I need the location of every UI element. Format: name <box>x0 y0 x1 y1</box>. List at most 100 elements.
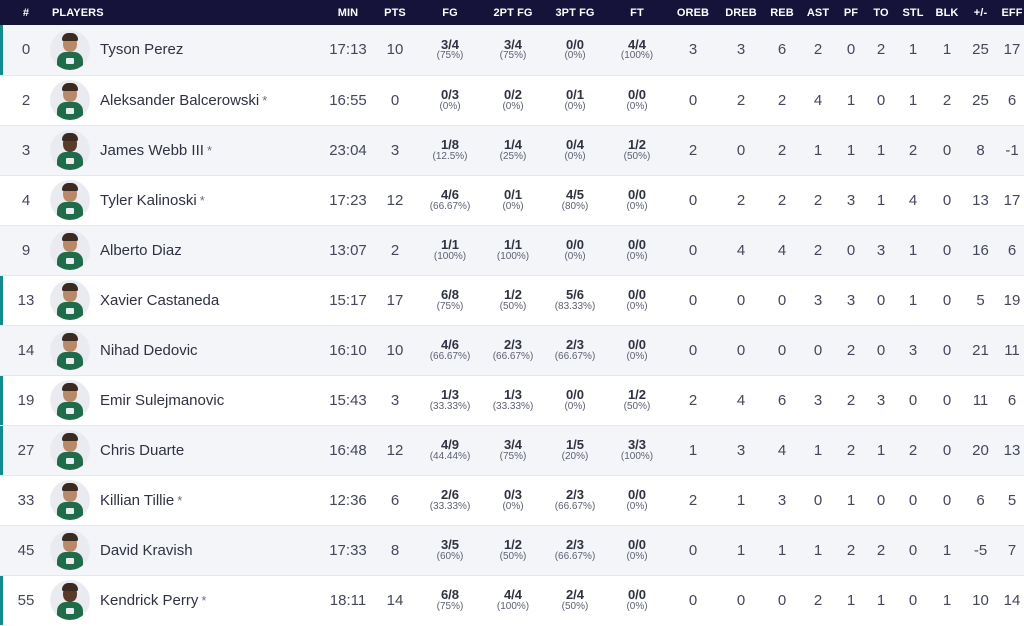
player-cell[interactable]: Nihad Dedovic <box>50 325 324 376</box>
player-name-link[interactable]: Alberto Diaz <box>100 242 185 259</box>
player-cell[interactable]: Xavier Castaneda <box>50 275 324 326</box>
col-header-fg2[interactable]: 2PT FG <box>493 6 533 19</box>
fg2-pct: (66.67%) <box>492 350 534 362</box>
col-header-oreb[interactable]: OREB <box>676 6 710 19</box>
player-avatar <box>50 480 90 520</box>
fg2-pct: (0%) <box>502 500 524 512</box>
oreb: 0 <box>668 225 718 276</box>
jersey-number-cell: 13 <box>0 275 52 326</box>
ft-pct: (0%) <box>626 300 648 312</box>
col-header-players[interactable]: PLAYERS <box>52 6 104 19</box>
fg2-pct: (25%) <box>499 150 527 162</box>
player-cell[interactable]: Tyler Kalinoski * <box>50 175 324 226</box>
col-header-dreb[interactable]: DREB <box>725 6 757 19</box>
fg3-cell: 2/3 (66.67%) <box>544 325 606 376</box>
player-cell[interactable]: Chris Duarte <box>50 425 324 476</box>
eff: 19 <box>997 275 1024 326</box>
minutes: 12:36 <box>324 475 372 526</box>
ft-pct: (0%) <box>626 200 648 212</box>
player-cell[interactable]: Tyson Perez <box>50 25 324 76</box>
jersey-number: 55 <box>17 591 35 609</box>
player-name-link[interactable]: Emir Sulejmanovic <box>100 392 227 409</box>
player-row[interactable]: 2 Aleksander Balcerowski * 16:55 0 0/3 (0%… <box>0 75 1024 126</box>
minutes: 15:43 <box>324 375 372 426</box>
player-name-link[interactable]: Killian Tillie * <box>100 492 182 509</box>
asterisk-mark: * <box>177 492 183 508</box>
player-cell[interactable]: Aleksander Balcerowski * <box>50 75 324 126</box>
jersey-number: 27 <box>17 441 35 459</box>
fg3-pct: (80%) <box>561 200 589 212</box>
player-name-link[interactable]: David Kravish <box>100 542 196 559</box>
player-name-link[interactable]: Kendrick Perry * <box>100 592 206 609</box>
col-header-ft[interactable]: FT <box>630 6 644 19</box>
player-row[interactable]: 9 Alberto Diaz 13:07 2 1/1 (100%) 1/1 (100… <box>0 225 1024 276</box>
pf: 2 <box>836 375 866 426</box>
fg3-made: 0/1 <box>565 86 585 102</box>
fg3-pct: (20%) <box>561 450 589 462</box>
fg2-pct: (75%) <box>499 450 527 462</box>
minutes: 17:13 <box>324 25 372 76</box>
asterisk-mark: * <box>199 192 205 208</box>
player-row[interactable]: 27 Chris Duarte 16:48 12 4/9 (44.44%) 3/4… <box>0 425 1024 476</box>
player-row[interactable]: 45 David Kravish 17:33 8 3/5 (60%) 1/2 (50… <box>0 525 1024 576</box>
player-row[interactable]: 55 Kendrick Perry * 18:11 14 6/8 (75%) 4/4… <box>0 575 1024 625</box>
fg-pct: (12.5%) <box>432 150 468 162</box>
oreb: 1 <box>668 425 718 476</box>
col-header-fg3[interactable]: 3PT FG <box>555 6 595 19</box>
blk: 0 <box>930 125 964 176</box>
fg3-pct: (66.67%) <box>554 350 596 362</box>
col-header-stl[interactable]: STL <box>902 6 924 19</box>
player-row[interactable]: 0 Tyson Perez 17:13 10 3/4 (75%) 3/4 (75%)… <box>0 25 1024 76</box>
col-header-pts[interactable]: PTS <box>384 6 406 19</box>
player-name-link[interactable]: Tyler Kalinoski * <box>100 192 205 209</box>
col-header-ast[interactable]: AST <box>806 6 830 19</box>
col-header-min[interactable]: MIN <box>337 6 359 19</box>
ast: 3 <box>800 275 836 326</box>
fg-cell: 6/8 (75%) <box>418 575 482 625</box>
player-row[interactable]: 14 Nihad Dedovic 16:10 10 4/6 (66.67%) 2/… <box>0 325 1024 376</box>
player-name-link[interactable]: James Webb III * <box>100 142 212 159</box>
col-header-fg[interactable]: FG <box>442 6 458 19</box>
player-cell[interactable]: Alberto Diaz <box>50 225 324 276</box>
player-avatar <box>50 230 90 270</box>
player-cell[interactable]: James Webb III * <box>50 125 324 176</box>
pf: 1 <box>836 125 866 176</box>
player-name: Killian Tillie <box>100 491 175 509</box>
blk: 1 <box>942 591 952 609</box>
player-row[interactable]: 33 Killian Tillie * 12:36 6 2/6 (33.33%) 0… <box>0 475 1024 526</box>
col-header-plus-minus[interactable]: +/- <box>973 6 988 19</box>
dreb: 0 <box>718 325 764 376</box>
player-name-link[interactable]: Nihad Dedovic <box>100 342 201 359</box>
player-name-link[interactable]: Tyson Perez <box>100 41 186 58</box>
player-name-link[interactable]: Xavier Castaneda <box>100 292 222 309</box>
player-row[interactable]: 3 James Webb III * 23:04 3 1/8 (12.5%) 1/4… <box>0 125 1024 176</box>
player-name-link[interactable]: Chris Duarte <box>100 442 187 459</box>
col-header-to[interactable]: TO <box>873 6 889 19</box>
fg-made: 0/3 <box>440 86 460 102</box>
player-row[interactable]: 13 Xavier Castaneda 15:17 17 6/8 (75%) 1/… <box>0 275 1024 326</box>
player-name-link[interactable]: Aleksander Balcerowski * <box>100 92 267 109</box>
col-header-eff[interactable]: EFF <box>1001 6 1023 19</box>
fg2-made: 1/2 <box>503 536 523 552</box>
ast: 1 <box>800 525 836 576</box>
fg2-pct: (0%) <box>502 200 524 212</box>
player-row[interactable]: 19 Emir Sulejmanovic 15:43 3 1/3 (33.33%)… <box>0 375 1024 426</box>
player-cell[interactable]: Emir Sulejmanovic <box>50 375 324 426</box>
col-header-pf[interactable]: PF <box>843 6 859 19</box>
player-cell[interactable]: Killian Tillie * <box>50 475 324 526</box>
player-avatar <box>50 280 90 320</box>
plus-minus: 20 <box>964 425 997 476</box>
col-header-blk[interactable]: BLK <box>935 6 959 19</box>
player-row[interactable]: 4 Tyler Kalinoski * 17:23 12 4/6 (66.67%) … <box>0 175 1024 226</box>
player-cell[interactable]: Kendrick Perry * <box>50 575 324 625</box>
fg3-made: 2/3 <box>565 336 585 352</box>
oreb: 0 <box>688 591 698 609</box>
to: 1 <box>876 591 886 609</box>
player-cell[interactable]: David Kravish <box>50 525 324 576</box>
oreb: 0 <box>668 525 718 576</box>
jersey-number: 13 <box>17 291 35 309</box>
col-header-reb[interactable]: REB <box>770 6 794 19</box>
ft-cell: 4/4 (100%) <box>606 25 668 76</box>
fg-cell: 6/8 (75%) <box>418 275 482 326</box>
minutes: 18:11 <box>329 591 367 609</box>
